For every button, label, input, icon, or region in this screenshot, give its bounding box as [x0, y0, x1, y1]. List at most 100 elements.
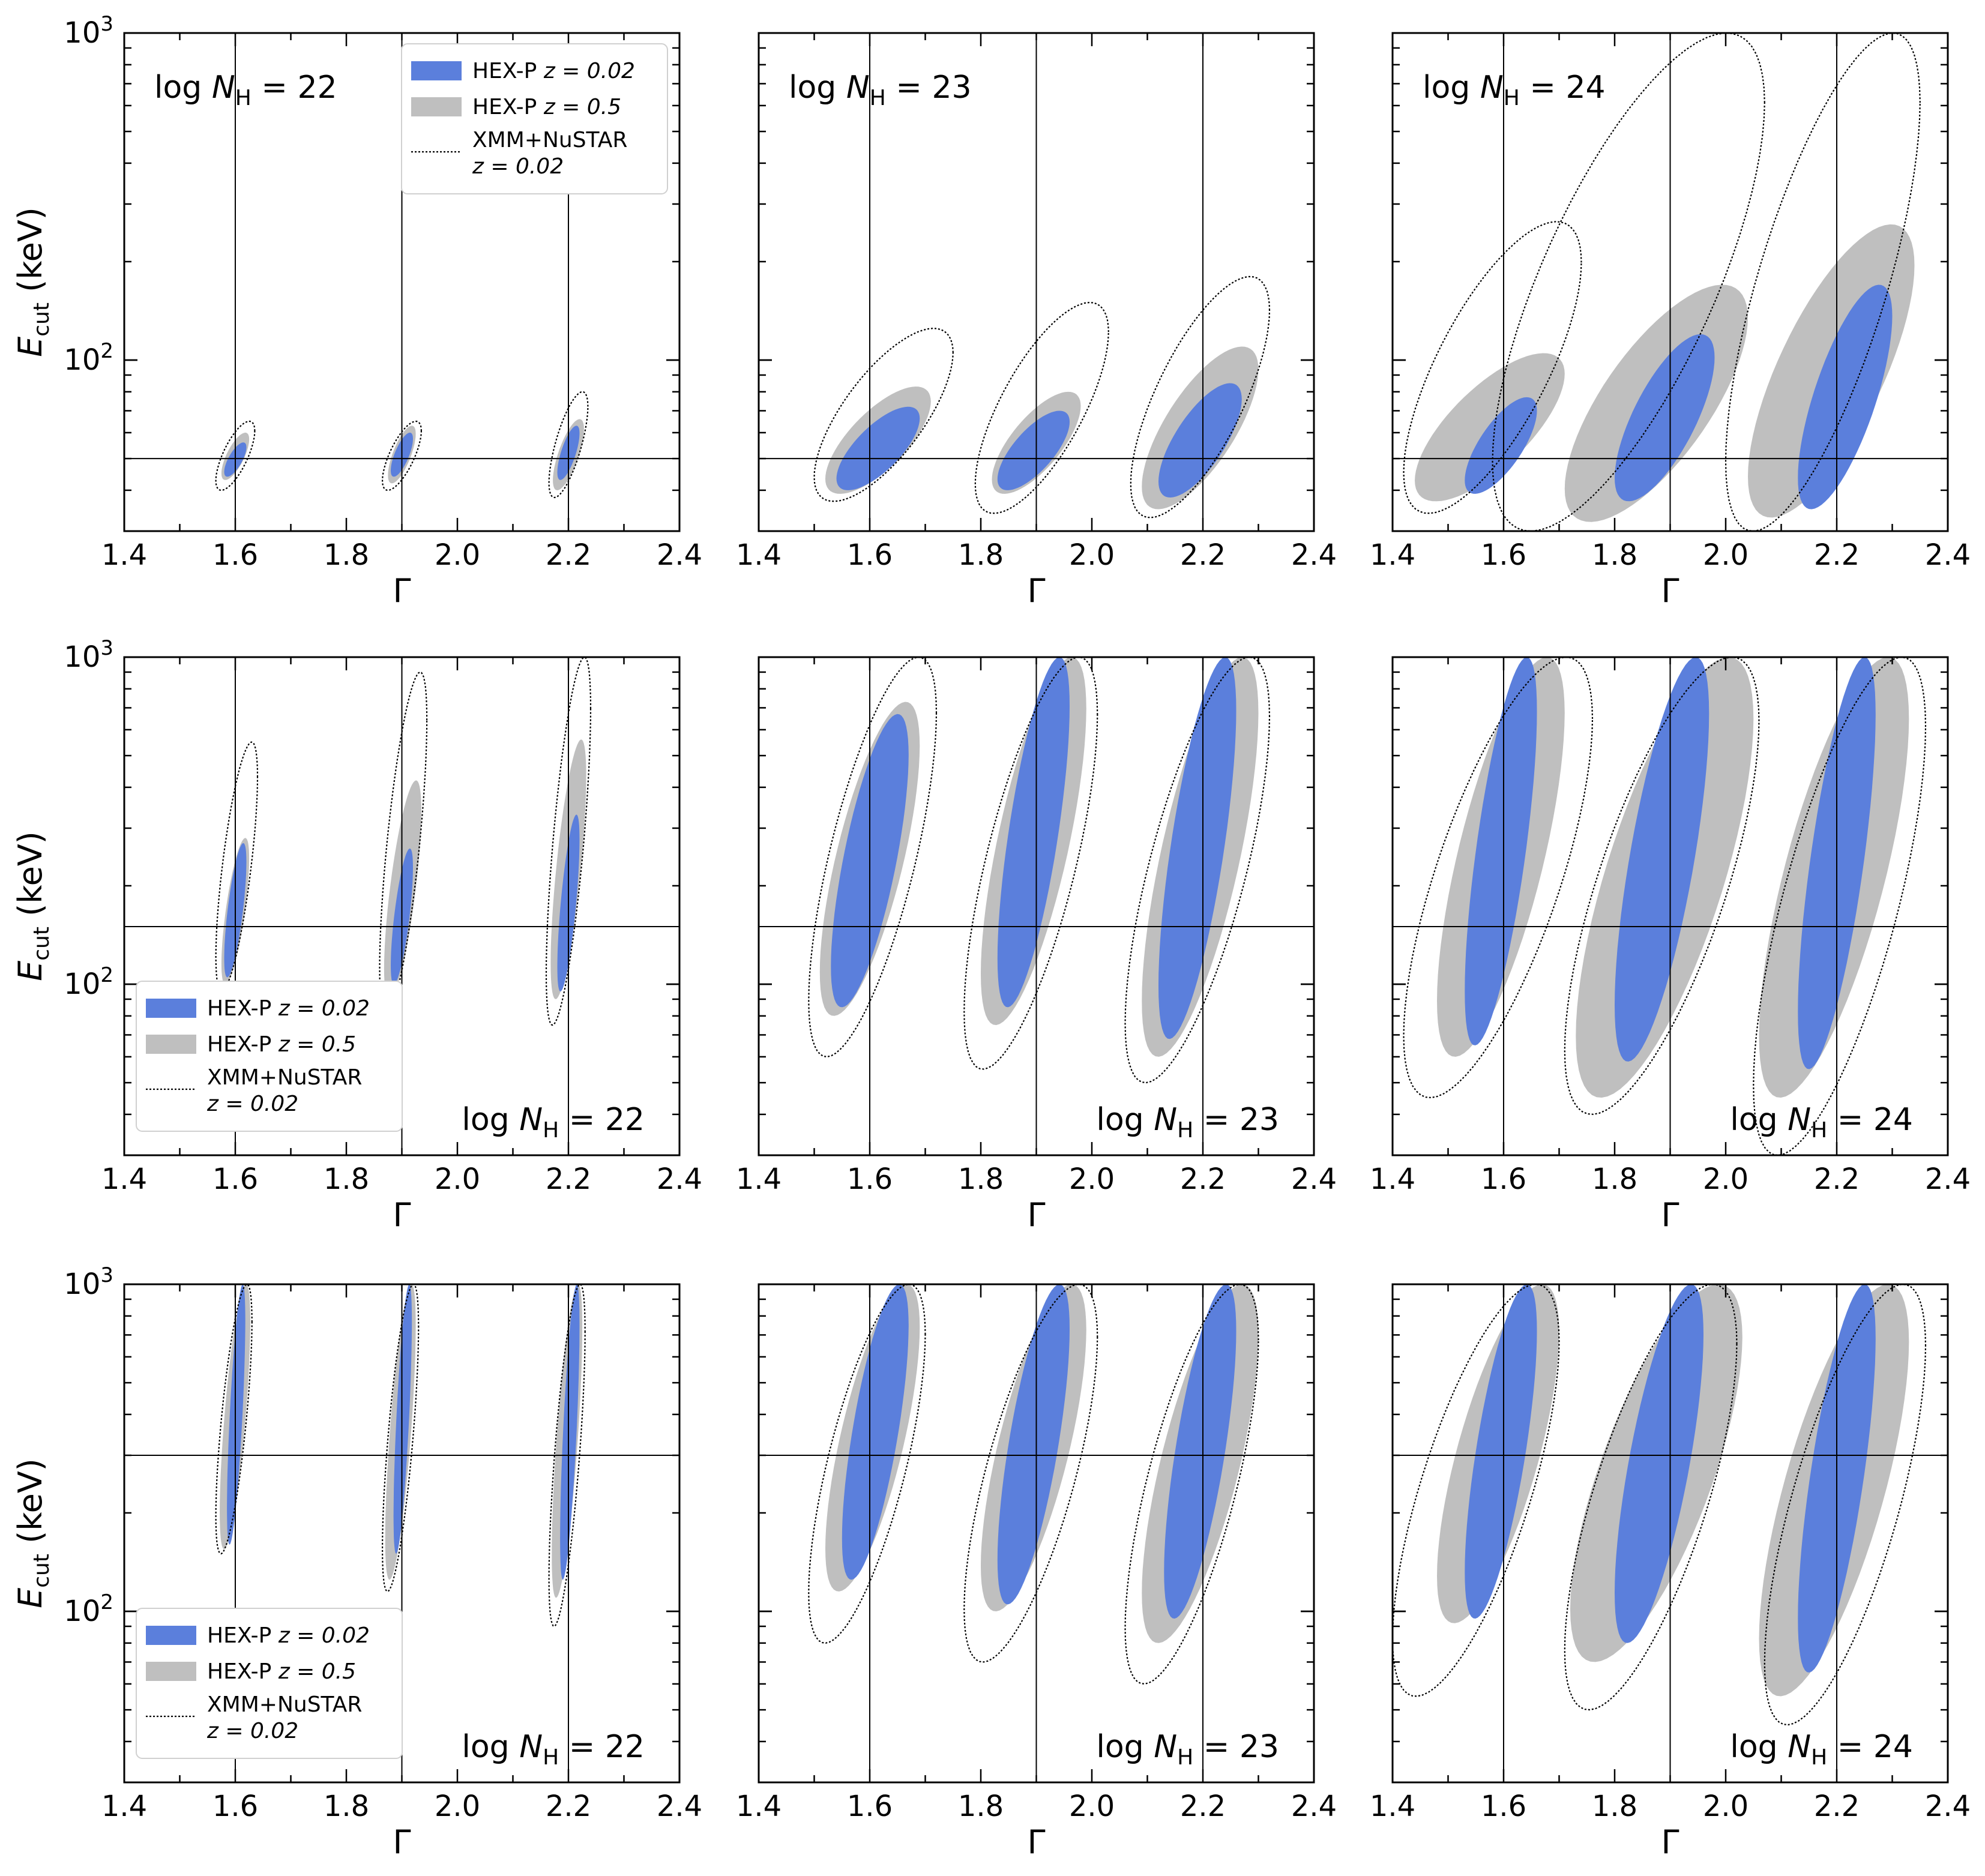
y-tick-label: 102 — [64, 1590, 113, 1628]
nh-annotation: log NH = 23 — [1096, 1102, 1279, 1143]
hexp-z002-contour — [836, 406, 920, 490]
legend-swatch-hexp_z002 — [146, 999, 196, 1018]
x-tick-label: 1.8 — [324, 1162, 369, 1196]
xmm-nustar-contour — [813, 328, 954, 502]
legend-label-hexp_z002: HEX-P z = 0.02 — [207, 1623, 370, 1648]
x-tick-label: 1.4 — [1370, 538, 1415, 572]
x-tick-label: 2.0 — [435, 538, 480, 572]
xmm-nustar-contour — [379, 671, 428, 1017]
x-tick-label: 1.6 — [1481, 1790, 1526, 1823]
x-tick-label: 2.2 — [1180, 538, 1226, 572]
x-tick-label: 1.8 — [1592, 538, 1637, 572]
x-tick-label: 1.6 — [847, 1162, 893, 1196]
legend-label-xmm-nustar: XMM+NuSTAR — [207, 1692, 362, 1717]
x-tick-label: 1.6 — [847, 1790, 893, 1823]
legend-label-xmm-nustar-z: z = 0.02 — [206, 1719, 298, 1743]
xmm-nustar-contour — [1393, 1284, 1560, 1697]
x-tick-label: 1.8 — [324, 1790, 369, 1823]
x-tick-label: 2.2 — [1814, 538, 1860, 572]
legend-swatch-hexp_z002 — [411, 61, 462, 80]
hexp-z002-contour — [1158, 383, 1242, 498]
x-tick-label: 2.2 — [1814, 1790, 1860, 1823]
xmm-nustar-contour — [1764, 1284, 1927, 1726]
x-tick-label: 2.4 — [1925, 538, 1971, 572]
hexp-z002-contour — [1465, 397, 1537, 494]
xmm-nustar-contour — [381, 420, 423, 492]
x-tick-label: 1.8 — [1592, 1790, 1637, 1823]
xmm-nustar-contour — [963, 1284, 1098, 1663]
nh-annotation: log NH = 24 — [1423, 70, 1606, 110]
contour-layer — [813, 275, 1271, 519]
legend-box — [136, 1608, 403, 1759]
x-tick-label: 2.2 — [546, 1790, 591, 1823]
y-tick-label: 102 — [64, 963, 113, 1001]
x-axis-label: Γ — [393, 572, 411, 610]
x-axis-label: Γ — [393, 1823, 411, 1861]
legend-label-hexp_z05: HEX-P z = 0.5 — [207, 1659, 356, 1684]
x-tick-label: 1.4 — [736, 1790, 782, 1823]
xmm-nustar-contour — [1724, 33, 1921, 531]
legend-swatch-hexp_z002 — [146, 1626, 196, 1645]
legend-box — [136, 981, 403, 1132]
xmm-nustar-contour — [808, 657, 938, 1058]
x-tick-label: 2.0 — [1703, 1790, 1749, 1823]
y-axis-label: Ecut (keV) — [11, 1458, 54, 1608]
x-tick-label: 2.0 — [1069, 538, 1115, 572]
x-tick-label: 2.4 — [657, 538, 702, 572]
x-tick-label: 1.4 — [736, 1162, 782, 1196]
xmm-nustar-contour — [545, 657, 592, 1026]
y-axis-label: Ecut (keV) — [11, 831, 54, 981]
hexp-z002-contour — [842, 1284, 909, 1580]
xmm-nustar-contour — [1564, 657, 1760, 1115]
xmm-nustar-contour — [381, 1284, 420, 1593]
nh-annotation: log NH = 22 — [462, 1102, 645, 1143]
x-tick-label: 2.4 — [1291, 1790, 1337, 1823]
xmm-nustar-contour — [1403, 221, 1582, 514]
xmm-nustar-contour — [1130, 275, 1271, 519]
hexp-z002-contour — [997, 657, 1070, 1008]
contour-layer — [1393, 1284, 1927, 1726]
x-tick-label: 1.6 — [847, 538, 893, 572]
x-tick-label: 2.2 — [1814, 1162, 1860, 1196]
x-tick-label: 2.4 — [657, 1790, 702, 1823]
x-tick-label: 2.2 — [1180, 1790, 1226, 1823]
x-tick-label: 1.8 — [1592, 1162, 1637, 1196]
contour-layer — [1403, 33, 1921, 531]
contour-layer — [1403, 657, 1927, 1155]
nh-annotation: log NH = 22 — [462, 1729, 645, 1770]
xmm-nustar-contour — [1124, 657, 1271, 1084]
xmm-nustar-contour — [215, 741, 259, 993]
x-tick-label: 1.8 — [958, 538, 1004, 572]
hexp-z002-contour — [1465, 657, 1537, 1045]
x-tick-label: 1.4 — [1370, 1162, 1415, 1196]
legend-label-hexp_z05: HEX-P z = 0.5 — [207, 1032, 356, 1057]
x-axis-label: Γ — [1027, 1196, 1045, 1234]
x-tick-label: 1.6 — [212, 1790, 258, 1823]
legend-label-hexp_z002: HEX-P z = 0.02 — [472, 59, 635, 83]
xmm-nustar-contour — [1403, 657, 1594, 1099]
hexp-z002-contour — [1615, 657, 1709, 1062]
hexp-z002-contour — [997, 410, 1070, 490]
xmm-nustar-contour — [548, 1284, 586, 1628]
hexp-z002-contour — [1465, 1284, 1537, 1619]
panel-r2-c0: 1.4 1.6 1.8 2.0 2.2 2.4 Γ 102 103 Ecut (keV) log N… — [11, 1263, 702, 1861]
x-tick-label: 1.4 — [1370, 1790, 1415, 1823]
nh-annotation: log NH = 24 — [1730, 1729, 1913, 1770]
legend-box — [401, 43, 668, 194]
x-tick-label: 1.8 — [958, 1790, 1004, 1823]
hexp-z002-contour — [227, 1284, 245, 1545]
y-tick-label: 103 — [64, 636, 113, 674]
x-tick-label: 1.4 — [101, 1790, 147, 1823]
panel-r0-c0: 1.4 1.6 1.8 2.0 2.2 2.4 Γ 102 103 Ecut (keV) log N… — [11, 12, 702, 610]
x-axis-label: Γ — [1661, 1196, 1679, 1234]
xmm-nustar-contour — [1124, 1284, 1259, 1685]
y-tick-label: 102 — [64, 339, 113, 377]
